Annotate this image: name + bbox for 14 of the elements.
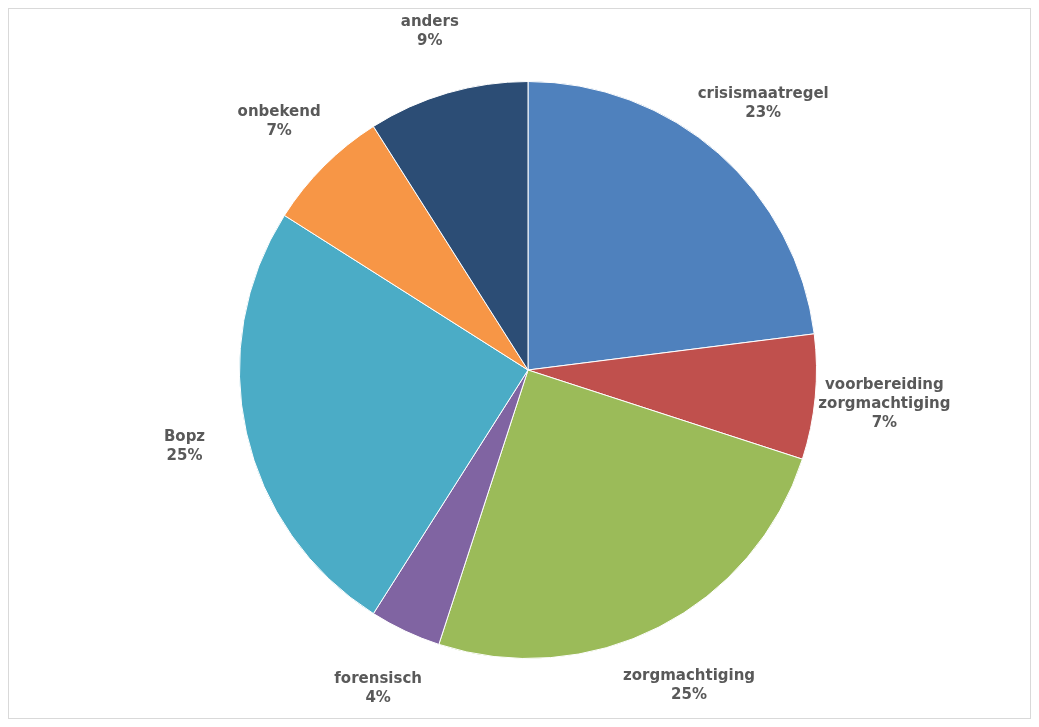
- slice-label: Bopz: [163, 427, 206, 446]
- slice-label: zorgmachtiging: [622, 666, 756, 685]
- data-label: 7%: [266, 120, 292, 139]
- data-label: 7%: [871, 412, 898, 431]
- slice-label: forensisch: [334, 668, 422, 687]
- slice-label: onbekend: [237, 101, 321, 120]
- data-label: 25%: [671, 685, 707, 704]
- data-label: 23%: [745, 102, 782, 121]
- data-label: 25%: [166, 446, 203, 465]
- data-label: 9%: [417, 31, 443, 50]
- slice-label: crisismaatregel: [697, 83, 829, 102]
- slice-label: voorbereiding zorgmachtiging: [818, 374, 951, 412]
- data-label: 4%: [365, 687, 391, 706]
- slice-label: anders: [400, 12, 459, 31]
